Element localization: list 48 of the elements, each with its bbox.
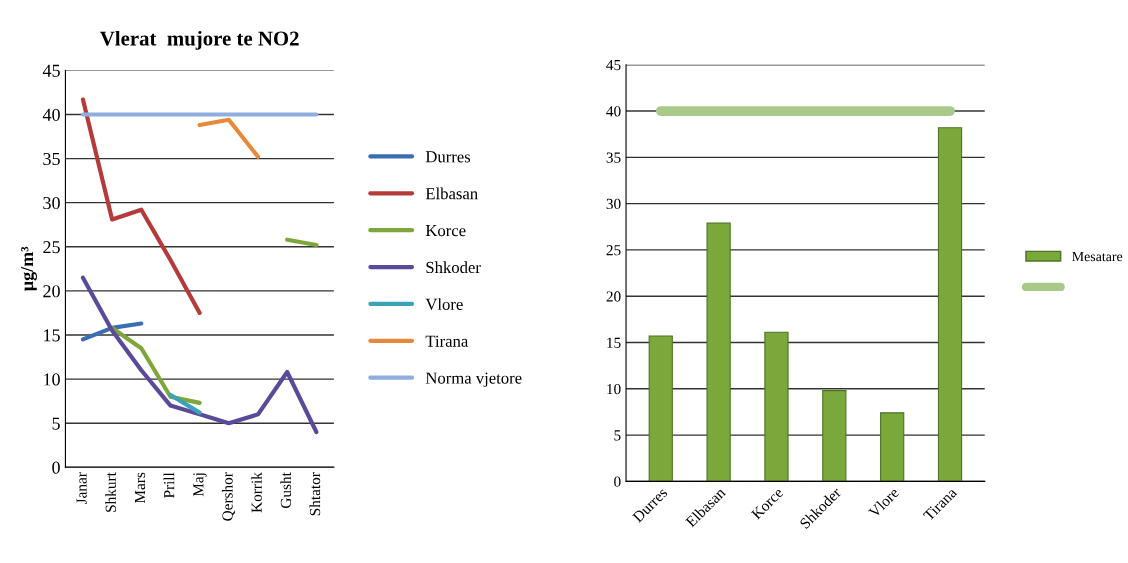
bar bbox=[937, 127, 963, 482]
y-tick-label: 0 bbox=[52, 461, 60, 474]
y-tick-label: 35 bbox=[606, 152, 621, 163]
legend-label: Tirana bbox=[425, 335, 469, 347]
y-tick-label: 0 bbox=[614, 476, 621, 487]
bar bbox=[822, 390, 847, 482]
y-tick-label: 45 bbox=[42, 64, 60, 77]
y-tick-label: 25 bbox=[606, 245, 621, 256]
y-tick-label: 20 bbox=[606, 291, 621, 302]
line-series bbox=[80, 275, 319, 435]
x-tick-label: Janar bbox=[76, 472, 87, 505]
bar bbox=[880, 412, 905, 482]
y-tick-label: 25 bbox=[43, 241, 60, 254]
y-tick-label: 10 bbox=[44, 373, 60, 386]
y-axis-title: µg/m³ bbox=[21, 246, 37, 291]
legend-label: Durres bbox=[425, 151, 471, 163]
x-tick-label: Shtator bbox=[309, 472, 321, 516]
line-series bbox=[80, 97, 202, 316]
y-tick-label: 30 bbox=[43, 196, 60, 210]
x-tick-label: Gusht bbox=[280, 472, 292, 509]
y-tick-label: 30 bbox=[606, 198, 621, 210]
legend-label: Shkoder bbox=[426, 261, 481, 274]
chart-title: Vlerat mujore te NO2 bbox=[99, 30, 299, 50]
y-tick-label: 15 bbox=[607, 337, 621, 348]
y-tick-label: 15 bbox=[44, 329, 60, 342]
x-tick-label: Korrik bbox=[251, 472, 262, 513]
x-tick-label: Mars bbox=[134, 472, 146, 504]
x-tick-label: Shkurt bbox=[105, 472, 116, 512]
legend-label: Norma vjetore bbox=[425, 372, 522, 388]
x-tick-label: Maj bbox=[193, 473, 207, 497]
legend-label: Korce bbox=[425, 225, 466, 237]
x-tick-label: Vlore bbox=[867, 486, 900, 519]
x-tick-label: Qershor bbox=[221, 472, 235, 521]
bar bbox=[706, 222, 731, 482]
bar bbox=[648, 335, 673, 482]
y-tick-label: 40 bbox=[42, 108, 60, 121]
y-tick-label: 20 bbox=[43, 285, 60, 298]
legend-label: Elbasan bbox=[425, 187, 478, 200]
y-tick-label: 45 bbox=[606, 59, 621, 71]
y-tick-label: 40 bbox=[606, 106, 621, 117]
y-tick-label: 10 bbox=[607, 383, 621, 395]
legend-label: Vlore bbox=[425, 298, 463, 311]
legend-label: Mesatare bbox=[1072, 251, 1123, 262]
y-tick-label: 5 bbox=[52, 417, 60, 430]
y-tick-label: 5 bbox=[614, 430, 621, 441]
bar bbox=[764, 331, 789, 482]
x-tick-label: Prill bbox=[163, 472, 175, 499]
y-tick-label: 35 bbox=[43, 152, 60, 166]
